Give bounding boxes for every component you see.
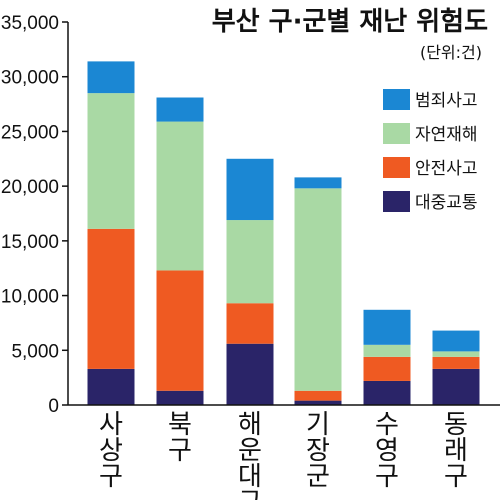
y-tick-label: 30,000 xyxy=(1,68,59,89)
bar-segment xyxy=(226,343,274,405)
bar-segment xyxy=(294,390,342,401)
bar-segment xyxy=(87,368,135,405)
legend-swatch xyxy=(383,191,410,212)
bar-segment xyxy=(432,351,480,357)
y-tick-label: 15,000 xyxy=(1,232,59,253)
y-tick-label: 10,000 xyxy=(1,287,59,308)
bar-segment xyxy=(87,61,135,94)
bar-segment xyxy=(226,303,274,344)
bar-segment xyxy=(432,368,480,405)
bar-segment xyxy=(432,330,480,352)
bar-segment xyxy=(294,177,342,189)
bar-segment xyxy=(156,270,204,391)
bar-segment xyxy=(156,97,204,122)
y-tick-label: 0 xyxy=(48,396,59,417)
y-tick-label: 25,000 xyxy=(1,122,59,143)
legend-swatch xyxy=(383,157,410,178)
legend-label: 안전사고 xyxy=(415,159,478,179)
legend-swatch xyxy=(383,123,410,144)
bar-segment xyxy=(226,220,274,304)
x-category-label: 해운대구 xyxy=(238,410,262,500)
y-tick-label: 20,000 xyxy=(1,177,59,198)
chart-title: 부산 구·군별 재난 위험도 xyxy=(212,7,488,37)
legend-label: 범죄사고 xyxy=(415,91,478,111)
bar-segment xyxy=(432,356,480,369)
bar-segment xyxy=(363,380,411,405)
bar-segment xyxy=(226,158,274,221)
y-tick-label: 5,000 xyxy=(11,341,59,362)
y-ticks: 0 5,000 10,000 15,000 20,000 25,000 30,000 35,0… xyxy=(1,13,68,417)
legend-swatch xyxy=(383,89,410,110)
bars-layer xyxy=(87,61,480,405)
bar-segment xyxy=(156,390,204,405)
bar-segment xyxy=(87,93,135,229)
legend-label: 대중교통 xyxy=(415,193,478,213)
x-categories: 사상구 북구 해운대구 기장군 수영구 동래구 xyxy=(99,410,468,500)
bar-segment xyxy=(87,228,135,369)
y-tick-label: 35,000 xyxy=(1,13,59,34)
bar-segment xyxy=(363,309,411,345)
bar-segment xyxy=(294,400,342,405)
bar-segment xyxy=(363,344,411,357)
bar-segment xyxy=(294,188,342,391)
legend-label: 자연재해 xyxy=(415,125,478,145)
bar-segment xyxy=(363,356,411,381)
bar-segment xyxy=(156,121,204,271)
unit-label: (단위:건) xyxy=(420,43,482,62)
